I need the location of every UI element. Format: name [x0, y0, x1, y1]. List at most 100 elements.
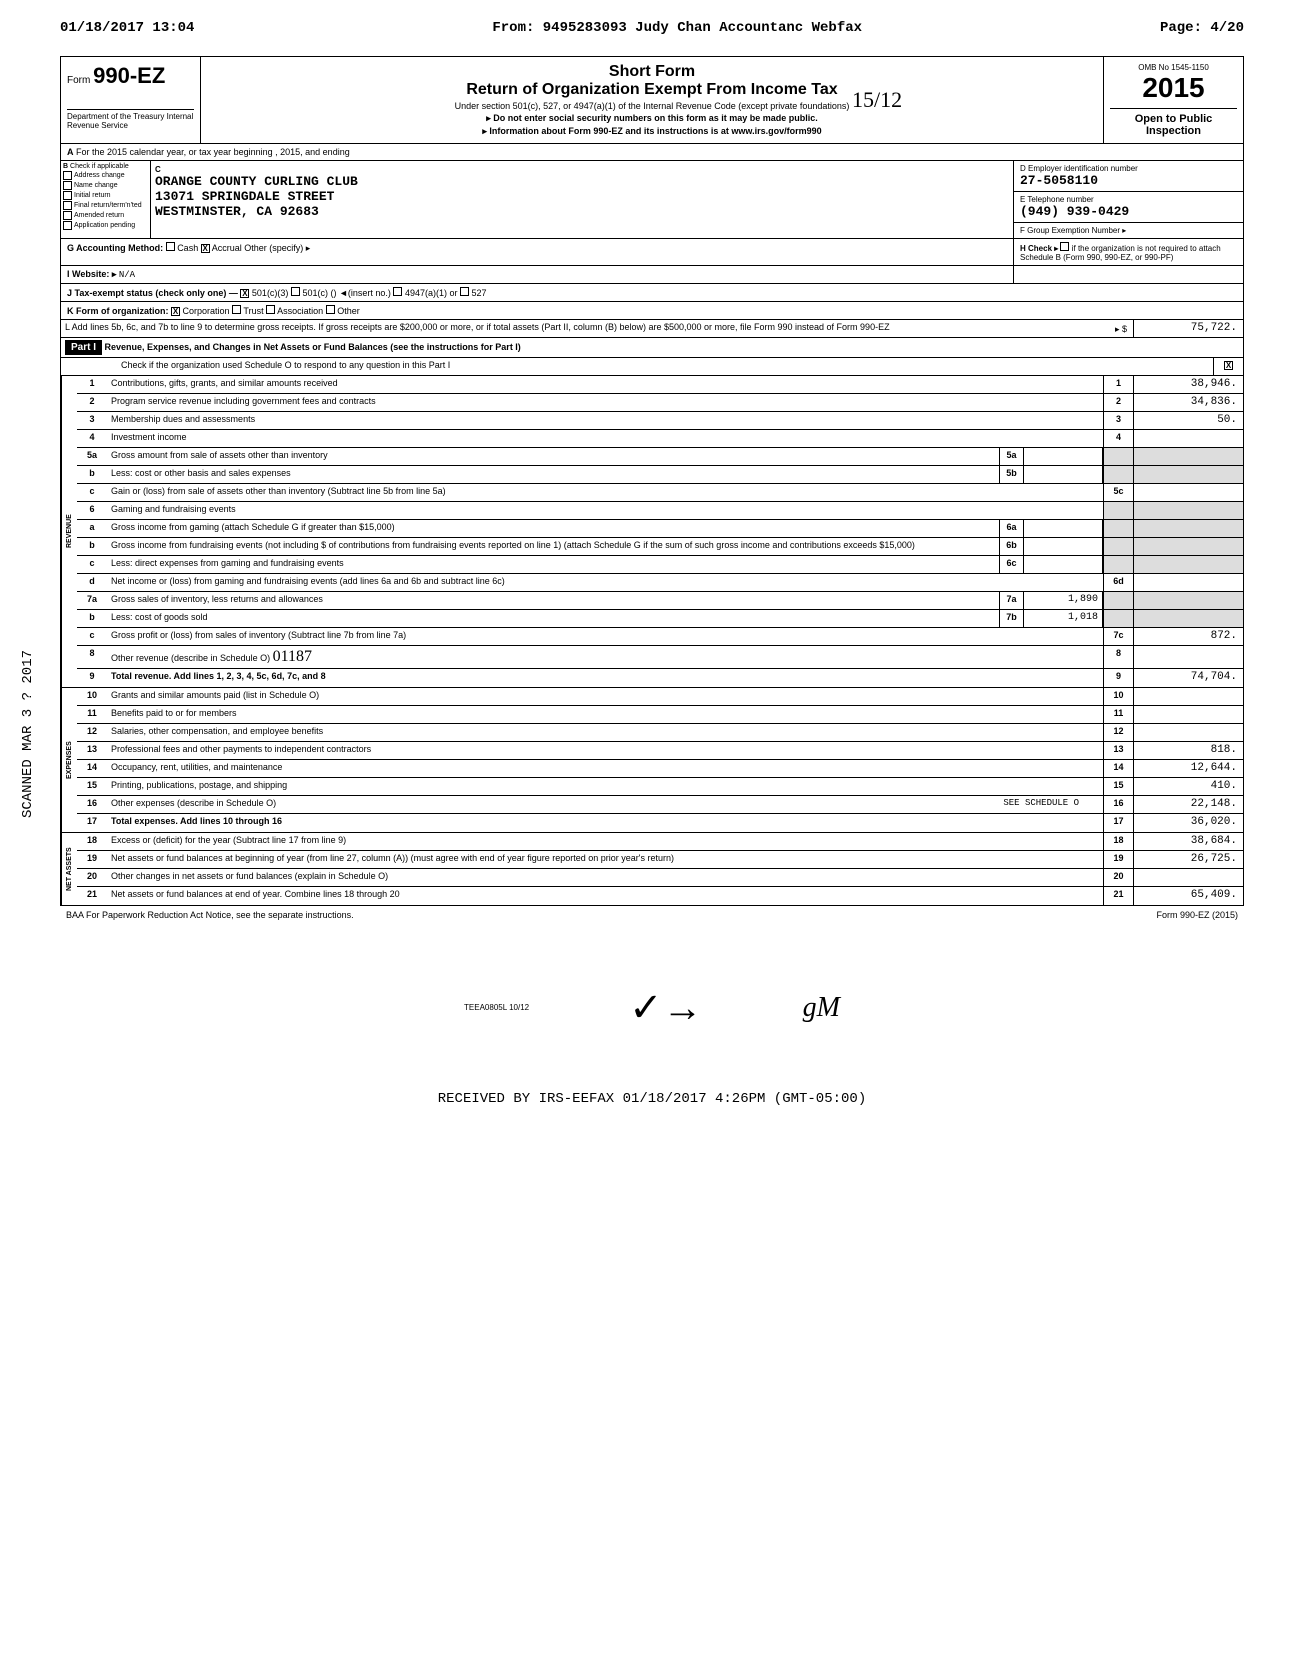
form-label-box: Form 990-EZ Department of the Treasury I… — [61, 57, 201, 143]
revenue-label: REVENUE — [61, 376, 77, 687]
revenue-section: REVENUE 1Contributions, gifts, grants, a… — [61, 376, 1243, 688]
open-to-public: Open to Public Inspection — [1110, 108, 1237, 137]
fax-header: 01/18/2017 13:04 From: 9495283093 Judy C… — [60, 20, 1244, 36]
subtitle3: ▸ Information about Form 990-EZ and its … — [207, 126, 1097, 137]
fax-datetime: 01/18/2017 13:04 — [60, 20, 194, 36]
line19-amt: 26,725. — [1133, 851, 1243, 868]
line7b-sub: 1,018 — [1023, 610, 1103, 627]
org-address: 13071 SPRINGDALE STREET — [155, 189, 1009, 204]
short-form-title: Short Form — [207, 63, 1097, 81]
line1-amt: 38,946. — [1133, 376, 1243, 393]
line9-amt: 74,704. — [1133, 669, 1243, 687]
cb-initial-return[interactable] — [63, 191, 72, 200]
cb-cash[interactable] — [166, 242, 175, 251]
org-city: WESTMINSTER, CA 92683 — [155, 204, 1009, 219]
line20-amt — [1133, 869, 1243, 886]
baa-row: BAA For Paperwork Reduction Act Notice, … — [60, 906, 1244, 924]
line12-amt — [1133, 724, 1243, 741]
line3-amt: 50. — [1133, 412, 1243, 429]
initials-signature: gM — [803, 992, 840, 1024]
fax-footer: RECEIVED BY IRS-EEFAX 01/18/2017 4:26PM … — [60, 1091, 1244, 1107]
row-j: J Tax-exempt status (check only one) — 5… — [61, 284, 1243, 302]
f-label: F Group Exemption Number — [1020, 226, 1120, 235]
form-header: Form 990-EZ Department of the Treasury I… — [61, 57, 1243, 144]
checkmark-signature: ✓→ — [629, 984, 703, 1031]
scanned-stamp: SCANNED MAR 3 ? 2017 — [20, 650, 36, 818]
cb-other[interactable] — [326, 305, 335, 314]
line13-amt: 818. — [1133, 742, 1243, 759]
cb-assoc[interactable] — [266, 305, 275, 314]
form-990ez: Form 990-EZ Department of the Treasury I… — [60, 56, 1244, 906]
line17-amt: 36,020. — [1133, 814, 1243, 832]
phone: (949) 939-0429 — [1020, 204, 1237, 219]
cb-address-change[interactable] — [63, 171, 72, 180]
row-a: A For the 2015 calendar year, or tax yea… — [61, 144, 1243, 161]
line7a-sub: 1,890 — [1023, 592, 1103, 609]
line15-amt: 410. — [1133, 778, 1243, 795]
line11-amt — [1133, 706, 1243, 723]
handwritten-year: 15/12 — [852, 87, 902, 113]
form-prefix: Form — [67, 75, 90, 86]
cb-amended[interactable] — [63, 211, 72, 220]
cb-501c3[interactable] — [240, 289, 249, 298]
footer-code: TEEA0805L 10/12 — [464, 1003, 529, 1012]
line5c-amt — [1133, 484, 1243, 501]
line8-amt — [1133, 646, 1243, 668]
tax-year: 2015 — [1110, 72, 1237, 104]
l-amount: 75,722. — [1133, 320, 1243, 337]
line7c-amt: 872. — [1133, 628, 1243, 645]
baa-text: BAA For Paperwork Reduction Act Notice, … — [66, 910, 354, 920]
cb-4947[interactable] — [393, 287, 402, 296]
right-info: D Employer identification number 27-5058… — [1013, 161, 1243, 238]
fax-from: From: 9495283093 Judy Chan Accountanc We… — [492, 20, 862, 36]
row-k: K Form of organization: Corporation Trus… — [61, 302, 1243, 320]
cb-final-return[interactable] — [63, 201, 72, 210]
cb-h[interactable] — [1060, 242, 1069, 251]
org-info: C ORANGE COUNTY CURLING CLUB 13071 SPRIN… — [151, 161, 1013, 238]
signature-area: TEEA0805L 10/12 ✓→ gM — [60, 984, 1244, 1031]
title-box: Short Form Return of Organization Exempt… — [201, 57, 1103, 143]
website: N/A — [119, 270, 135, 280]
return-title: Return of Organization Exempt From Incom… — [207, 81, 1097, 99]
part1-title: Revenue, Expenses, and Changes in Net As… — [105, 342, 521, 352]
e-label: E Telephone number — [1020, 195, 1237, 204]
row-b-checkboxes: B Check if applicable Address change Nam… — [61, 161, 151, 238]
cb-501c[interactable] — [291, 287, 300, 296]
line4-amt — [1133, 430, 1243, 447]
cb-527[interactable] — [460, 287, 469, 296]
cb-pending[interactable] — [63, 221, 72, 230]
omb-number: OMB No 1545-1150 — [1110, 63, 1237, 72]
fax-page: Page: 4/20 — [1160, 20, 1244, 36]
line21-amt: 65,409. — [1133, 887, 1243, 905]
cb-part1-schedo[interactable] — [1224, 361, 1233, 370]
cb-trust[interactable] — [232, 305, 241, 314]
ein: 27-5058110 — [1020, 173, 1237, 188]
dept-treasury: Department of the Treasury Internal Reve… — [67, 109, 194, 130]
netassets-section: NET ASSETS 18Excess or (deficit) for the… — [61, 833, 1243, 905]
expenses-label: EXPENSES — [61, 688, 77, 832]
form-number: 990-EZ — [93, 63, 165, 88]
row-g: G Accounting Method: Cash Accrual Other … — [61, 239, 1243, 266]
part1-label: Part I — [65, 340, 102, 355]
cb-corp[interactable] — [171, 307, 180, 316]
line10-amt — [1133, 688, 1243, 705]
part1-check: Check if the organization used Schedule … — [61, 358, 1243, 376]
org-name: ORANGE COUNTY CURLING CLUB — [155, 174, 1009, 189]
row-a-text: For the 2015 calendar year, or tax year … — [76, 147, 350, 157]
d-label: D Employer identification number — [1020, 164, 1237, 173]
omb-box: OMB No 1545-1150 2015 Open to Public Ins… — [1103, 57, 1243, 143]
part1-header: Part I Revenue, Expenses, and Changes in… — [61, 338, 1243, 358]
subtitle1: Under section 501(c), 527, or 4947(a)(1)… — [207, 101, 1097, 111]
row-b: B Check if applicable Address change Nam… — [61, 161, 1243, 239]
row-i: I Website: ▸ N/A — [61, 266, 1243, 284]
subtitle2: ▸ Do not enter social security numbers o… — [207, 113, 1097, 124]
expenses-section: EXPENSES 10Grants and similar amounts pa… — [61, 688, 1243, 833]
cb-accrual[interactable] — [201, 244, 210, 253]
row-l: L Add lines 5b, 6c, and 7b to line 9 to … — [61, 320, 1243, 338]
netassets-label: NET ASSETS — [61, 833, 77, 905]
stamp-date: 01187 — [273, 648, 312, 665]
form-ref: Form 990-EZ (2015) — [1156, 910, 1238, 920]
cb-name-change[interactable] — [63, 181, 72, 190]
line16-amt: 22,148. — [1133, 796, 1243, 813]
schedo-ref: SEE SCHEDULE O — [1003, 798, 1079, 808]
